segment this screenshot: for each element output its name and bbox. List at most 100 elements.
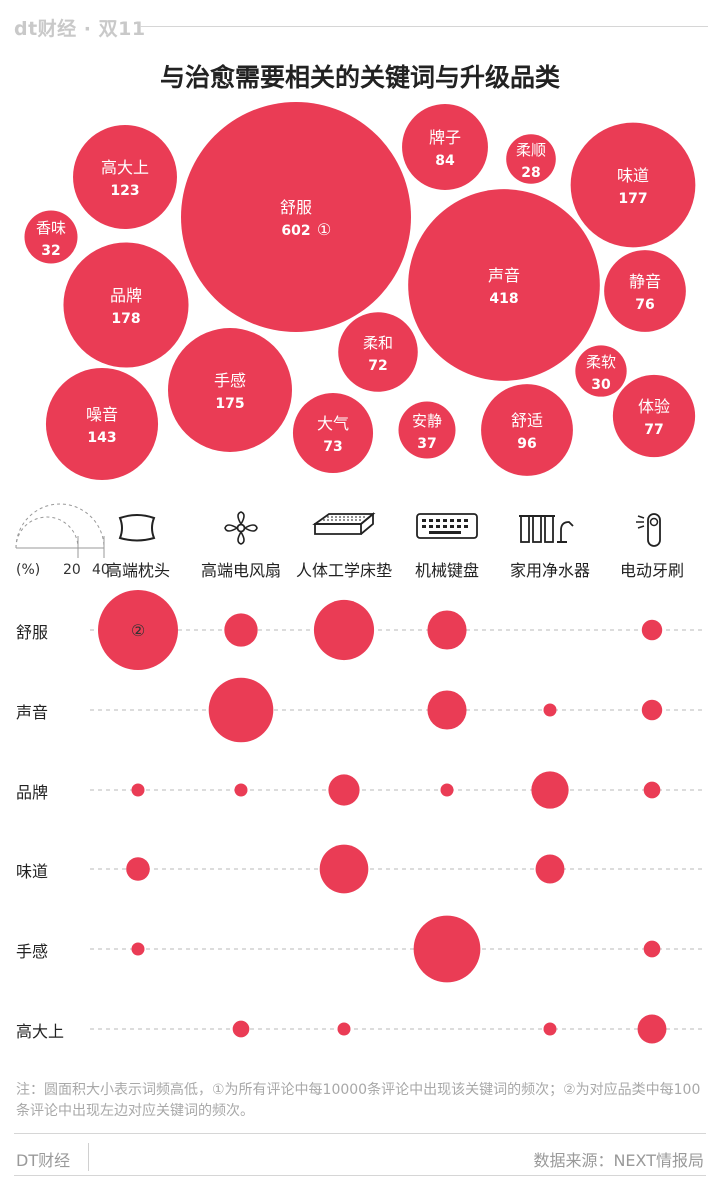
keyword-bubble-label: 安静 (412, 412, 442, 430)
keyword-bubble-label: 柔软 (586, 353, 616, 371)
category-bubble (535, 854, 565, 884)
keyword-bubble-value: 175 (215, 396, 244, 412)
category-bubble (126, 857, 150, 881)
legend-tick-label-40: 40 (92, 562, 110, 578)
keyword-bubble-value: 72 (368, 358, 387, 374)
row-label-gaodashang: 高大上 (16, 1022, 65, 1041)
keyword-bubble-label: 噪音 (86, 405, 118, 424)
category-label-fan: 高端电风扇 (200, 561, 282, 580)
keyword-bubble-value: 30 (591, 377, 611, 393)
row-label-shougan: 手感 (16, 942, 49, 961)
keyword-bubble-label: 高大上 (101, 158, 149, 177)
legend-outer-arc (15, 503, 105, 549)
keyword-bubble-value: 96 (517, 436, 536, 452)
footer-brand: DT财经 (16, 1151, 71, 1170)
keyword-bubble (181, 102, 411, 332)
category-label-toothbrush: 电动牙刷 (619, 561, 685, 580)
keyword-bubble (338, 312, 418, 392)
keyword-bubble-label: 香味 (36, 219, 66, 237)
mattress-icon (312, 512, 376, 535)
toothbrush-icon (636, 513, 661, 547)
category-bubble (328, 774, 360, 806)
keyword-bubble (167, 327, 293, 453)
footnote-marker-2: ② (131, 621, 145, 640)
category-bubble (543, 1022, 557, 1036)
category-bubble (319, 844, 369, 894)
keyword-bubble-value: 123 (110, 183, 139, 199)
keyword-bubble-value: 418 (489, 291, 518, 307)
category-bubble (641, 699, 663, 721)
keyboard-icon (416, 513, 478, 539)
keyword-bubble-chart: 舒服 602 ① 声音 418 品牌 178 味道 177 手感 175 噪音 143 高大上 123 舒适 9… (24, 102, 696, 481)
category-label-pillow: 高端枕头 (105, 561, 171, 580)
brand-logo: dt财经 · 双11 (14, 18, 146, 40)
category-bubble (337, 1022, 351, 1036)
keyword-bubble-label: 声音 (488, 266, 520, 285)
keyword-bubble (408, 189, 600, 381)
keyword-bubble (481, 384, 573, 476)
keyword-bubble-value: 73 (323, 439, 342, 455)
category-bubble (531, 771, 569, 809)
keyword-bubble-value: 84 (435, 153, 455, 169)
keyword-bubble (612, 374, 696, 458)
keyword-bubble-label: 柔顺 (516, 141, 546, 159)
keyword-bubble-label: 牌子 (429, 128, 461, 147)
keyword-bubble-label: 品牌 (110, 286, 142, 305)
keyword-bubble (604, 250, 686, 332)
category-label-mattress: 人体工学床垫 (295, 561, 393, 580)
keyword-bubble (506, 134, 556, 184)
pillow-icon (118, 514, 156, 542)
category-bubble (413, 915, 481, 983)
keyword-bubble-value: 178 (111, 311, 140, 327)
keyword-bubble-value: 77 (644, 422, 663, 438)
category-bubble (643, 781, 661, 799)
keyword-bubble (575, 345, 627, 397)
size-legend (15, 503, 105, 558)
legend-unit: (%) (16, 562, 41, 578)
footnote: 注：圆面积大小表示词频高低，①为所有评论中每10000条评论中出现该关键词的频次… (16, 1082, 701, 1119)
keyword-bubble-label: 味道 (617, 166, 649, 185)
keyword-bubble-value: 602 (281, 223, 310, 239)
category-bubble (427, 690, 467, 730)
keyword-bubble-label: 静音 (629, 272, 661, 291)
category-bubble (98, 590, 178, 670)
category-bubble-matrix: ② (90, 590, 706, 1044)
keyword-bubble (398, 401, 456, 459)
keyword-bubble (73, 125, 177, 229)
category-bubble (131, 942, 145, 956)
top-divider (140, 26, 708, 27)
keyword-bubble-label: 体验 (638, 397, 670, 416)
row-label-shengyin: 声音 (16, 703, 49, 722)
fan-icon (224, 511, 258, 545)
keyword-bubble (45, 367, 159, 481)
legend-inner-arc (15, 516, 79, 549)
keyword-bubble-value: 177 (618, 191, 647, 207)
category-bubble (637, 1014, 667, 1044)
category-bubble (427, 610, 467, 650)
keyword-bubble (292, 392, 374, 474)
category-label-keyboard: 机械键盘 (414, 561, 480, 580)
footer-divider-bottom (14, 1175, 706, 1176)
category-bubble (234, 783, 248, 797)
keyword-bubble-label: 柔和 (363, 334, 393, 352)
footer-source: 数据来源：NEXT情报局 (533, 1151, 704, 1170)
keyword-bubble-value: 76 (635, 297, 654, 313)
keyword-bubble (24, 210, 78, 264)
keyword-bubble-label: 舒服 (280, 198, 312, 217)
category-bubble (643, 940, 661, 958)
category-bubble (131, 783, 145, 797)
keyword-bubble-value: 28 (521, 165, 540, 181)
footer-separator (88, 1143, 89, 1171)
category-bubble (440, 783, 454, 797)
category-bubble (232, 1020, 250, 1038)
keyword-bubble-value: 143 (87, 430, 116, 446)
keyword-bubble-label: 舒适 (511, 411, 543, 430)
chart-title: 与治愈需要相关的关键词与升级品类 (159, 63, 560, 92)
category-bubble (313, 599, 375, 661)
legend-tick-label-20: 20 (63, 562, 81, 578)
row-label-shufu: 舒服 (16, 623, 49, 642)
category-bubble (543, 703, 557, 717)
row-label-pinpai: 品牌 (16, 783, 49, 802)
water-purifier-icon (519, 515, 574, 543)
keyword-bubble-value: 32 (41, 243, 60, 259)
